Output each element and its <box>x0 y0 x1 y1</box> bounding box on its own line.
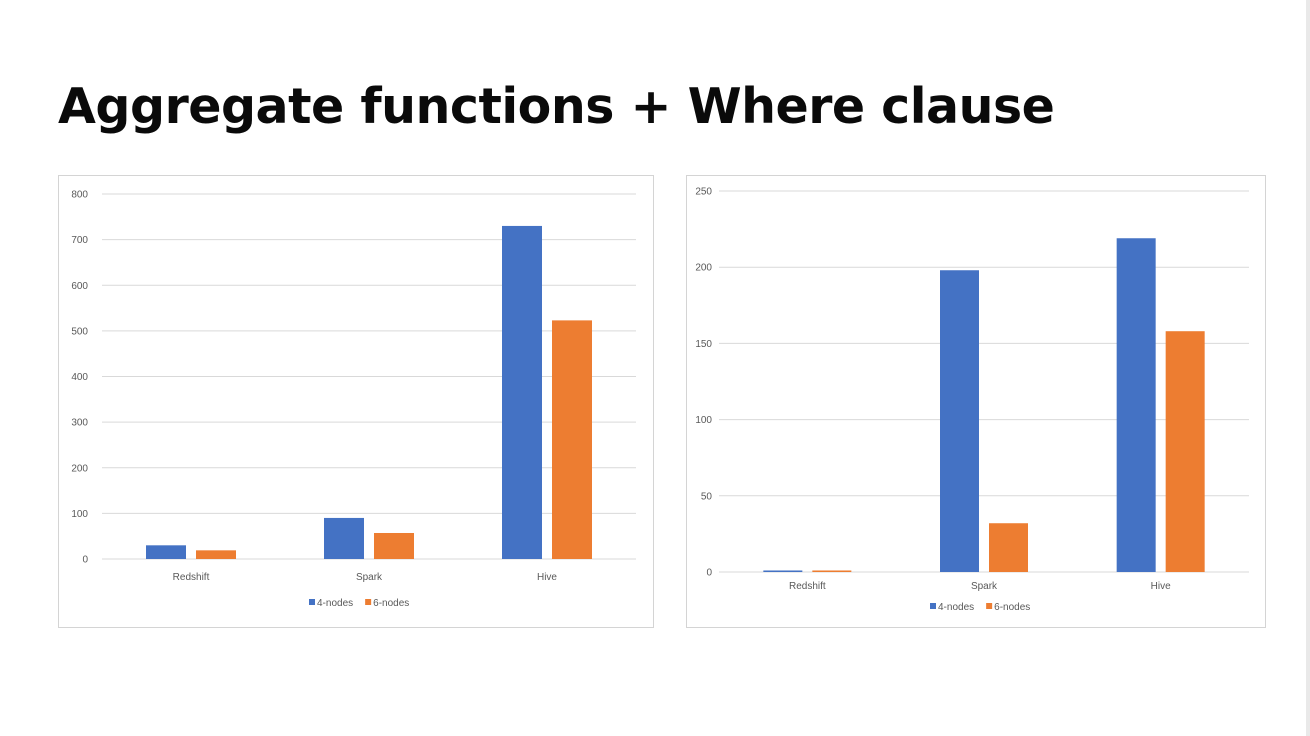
y-tick-label: 100 <box>695 415 712 426</box>
y-tick-label: 500 <box>71 326 88 337</box>
legend-swatch <box>930 603 936 609</box>
chart-panel-right: 0 50 100 150 200 250 Redshift Spark Hive 4-nodes 6… <box>686 175 1266 628</box>
y-tick-label: 50 <box>701 491 713 502</box>
bar-6-nodes-hive <box>1165 331 1205 572</box>
legend-label: 6-nodes <box>373 598 409 609</box>
x-category-label: Redshift <box>173 572 210 583</box>
x-category-label: Redshift <box>789 581 826 592</box>
y-tick-label: 100 <box>71 509 88 520</box>
x-category-label: Hive <box>1151 581 1171 592</box>
bar-6-nodes-hive <box>552 320 592 559</box>
y-tick-label: 250 <box>695 187 712 198</box>
legend-label: 6-nodes <box>994 602 1030 613</box>
x-category-label: Spark <box>971 581 998 592</box>
bar-chart-right: 0 50 100 150 200 250 Redshift Spark Hive 4-nodes 6… <box>695 187 1249 613</box>
bar-4-nodes-redshift <box>146 545 186 559</box>
x-category-label: Spark <box>356 572 383 583</box>
legend-swatch <box>986 603 993 609</box>
bar-6-nodes-redshift <box>196 550 236 559</box>
y-tick-label: 600 <box>71 281 88 292</box>
bar-6-nodes-redshift <box>812 570 852 572</box>
slide-edge <box>1306 0 1310 736</box>
legend-label: 4-nodes <box>938 602 974 613</box>
bar-4-nodes-hive <box>1116 238 1156 572</box>
legend-swatch <box>309 599 315 605</box>
bar-4-nodes-hive <box>502 225 542 559</box>
bar-4-nodes-spark <box>940 270 979 572</box>
bar-4-nodes-redshift <box>763 570 803 572</box>
legend-swatch <box>365 599 372 605</box>
bar-4-nodes-spark <box>324 517 364 559</box>
y-tick-label: 0 <box>82 555 88 566</box>
bar-6-nodes-spark <box>374 532 414 559</box>
y-tick-label: 400 <box>71 372 88 383</box>
bar-chart-left: 0 100 200 300 400 500 600 700 800 Redshift Spark Hi… <box>71 190 636 609</box>
y-tick-label: 200 <box>71 463 88 474</box>
y-tick-label: 800 <box>71 190 88 201</box>
chart-panel-left: 0 100 200 300 400 500 600 700 800 Redshift Spark Hi… <box>58 175 654 628</box>
legend-label: 4-nodes <box>317 598 353 609</box>
y-tick-label: 150 <box>695 339 712 350</box>
y-tick-label: 300 <box>71 418 88 429</box>
y-tick-label: 700 <box>71 235 88 246</box>
y-tick-label: 200 <box>695 263 712 274</box>
bar-6-nodes-spark <box>989 523 1028 572</box>
y-tick-label: 0 <box>706 568 712 579</box>
x-category-label: Hive <box>537 572 557 583</box>
slide-title: Aggregate functions + Where clause <box>58 78 1055 135</box>
